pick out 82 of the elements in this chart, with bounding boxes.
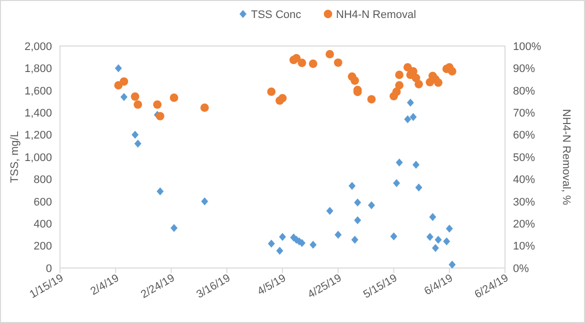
point [446,224,453,233]
point [429,212,436,221]
point [132,130,139,139]
y-tick-label: 800 [34,174,52,186]
point [278,94,287,102]
y-tick-label: 0 [46,262,52,275]
point [367,95,376,104]
point [392,88,401,96]
point [350,76,360,85]
point [120,77,128,86]
point [130,92,140,101]
point [120,93,128,102]
point [310,240,317,249]
y-tick-label: 1,000 [24,152,52,164]
point [368,201,375,210]
point [156,187,164,196]
point [114,64,122,72]
point [414,80,423,88]
point [443,237,450,246]
point [348,182,356,190]
point [396,158,403,167]
point [406,98,414,107]
y-tick-label: 1,200 [24,130,52,142]
point [276,246,284,255]
y2-tick-label: 40% [513,174,536,186]
point [434,78,442,87]
point [334,230,342,239]
point [268,240,275,248]
point [170,224,178,232]
y2-tick-label: 20% [513,218,536,230]
y2-tick-label: 100% [513,40,542,53]
y-tick-label: 2,000 [24,40,52,53]
y2-tick-label: 50% [513,152,536,164]
point [308,60,318,68]
point [354,216,362,224]
y-axis-title: TSS, mg/L [9,131,21,183]
y2-tick-label: 60% [513,130,536,142]
point [134,100,142,109]
point [393,179,400,188]
point [267,88,276,96]
y-tick-label: 200 [34,240,52,253]
y2-tick-label: 30% [513,196,536,208]
point [432,244,439,252]
point [156,112,164,120]
point [326,206,334,215]
y-tick-label: 600 [34,196,52,208]
legend-label: TSS Conc [251,8,302,21]
point [448,67,456,76]
legend-label: NH4-N Removal [336,8,416,21]
y2-tick-label: 90% [513,63,536,76]
point [153,100,162,109]
point [298,58,306,68]
point [412,160,420,169]
y2-tick-label: 70% [513,107,536,120]
y2-tick-label: 80% [513,85,536,98]
point [390,232,398,240]
point [448,260,456,269]
point [426,232,434,241]
point [434,236,442,244]
point [395,70,404,80]
point [170,94,178,102]
point [334,58,342,67]
point [326,50,334,58]
point [395,81,404,90]
point [410,113,417,122]
point [403,63,412,72]
point [415,184,422,192]
y2-tick-label: 10% [513,240,536,253]
y-tick-label: 1,800 [24,63,52,76]
point [200,104,209,112]
point [201,197,208,206]
point [404,115,412,124]
point [351,236,358,244]
point [292,54,301,62]
y-tick-label: 1,600 [24,85,52,98]
y2-axis-title: NH4-N Removal, % [560,109,572,206]
y-tick-label: 1,400 [24,107,52,120]
y-tick-label: 400 [34,218,52,230]
y2-tick-label: 0% [513,262,530,275]
point [354,198,362,207]
point [134,140,142,148]
point [279,232,286,241]
